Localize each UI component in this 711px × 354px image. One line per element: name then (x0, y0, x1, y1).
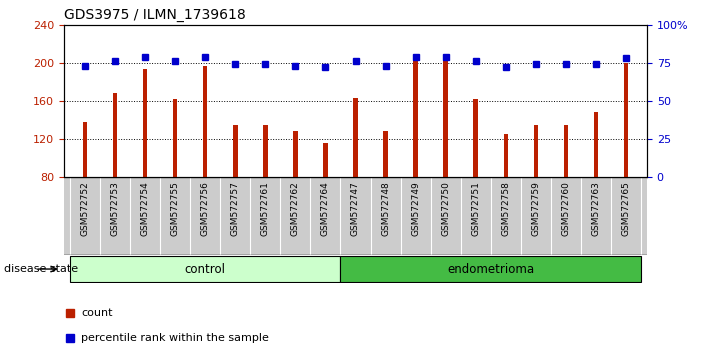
Text: GSM572749: GSM572749 (411, 181, 420, 236)
Text: GSM572757: GSM572757 (231, 181, 240, 236)
Bar (383, 131, 387, 177)
Text: GSM572753: GSM572753 (111, 181, 119, 236)
Bar (503, 134, 508, 177)
Text: GSM572747: GSM572747 (351, 181, 360, 236)
Text: GSM572759: GSM572759 (531, 181, 540, 236)
Text: GSM572751: GSM572751 (471, 181, 480, 236)
Bar (82, 122, 87, 177)
Text: GSM572752: GSM572752 (80, 181, 90, 236)
Bar (341, 256, 641, 282)
Text: GSM572761: GSM572761 (261, 181, 270, 236)
Bar (293, 131, 298, 177)
Bar (474, 99, 478, 177)
Bar (143, 69, 147, 177)
Bar (70, 256, 341, 282)
Text: GSM572755: GSM572755 (171, 181, 180, 236)
Bar (173, 99, 178, 177)
Bar (324, 143, 328, 177)
Text: endometrioma: endometrioma (447, 263, 534, 275)
Bar (564, 125, 568, 177)
Text: GSM572756: GSM572756 (201, 181, 210, 236)
Text: GSM572754: GSM572754 (141, 181, 149, 236)
Bar (263, 125, 267, 177)
Bar (113, 93, 117, 177)
Bar (203, 66, 208, 177)
Bar (413, 58, 418, 177)
Text: GSM572750: GSM572750 (441, 181, 450, 236)
Bar (233, 125, 237, 177)
Bar (594, 112, 598, 177)
Text: count: count (82, 308, 113, 318)
Text: GDS3975 / ILMN_1739618: GDS3975 / ILMN_1739618 (64, 8, 246, 22)
Text: control: control (185, 263, 225, 275)
Text: disease state: disease state (4, 264, 77, 274)
Bar (624, 63, 629, 177)
Text: GSM572765: GSM572765 (621, 181, 631, 236)
Text: GSM572763: GSM572763 (592, 181, 600, 236)
Bar (353, 98, 358, 177)
Text: GSM572760: GSM572760 (562, 181, 570, 236)
Text: percentile rank within the sample: percentile rank within the sample (82, 333, 269, 343)
Text: GSM572748: GSM572748 (381, 181, 390, 236)
Bar (533, 125, 538, 177)
Bar (444, 55, 448, 177)
Text: GSM572762: GSM572762 (291, 181, 300, 236)
Text: GSM572764: GSM572764 (321, 181, 330, 236)
Text: GSM572758: GSM572758 (501, 181, 510, 236)
